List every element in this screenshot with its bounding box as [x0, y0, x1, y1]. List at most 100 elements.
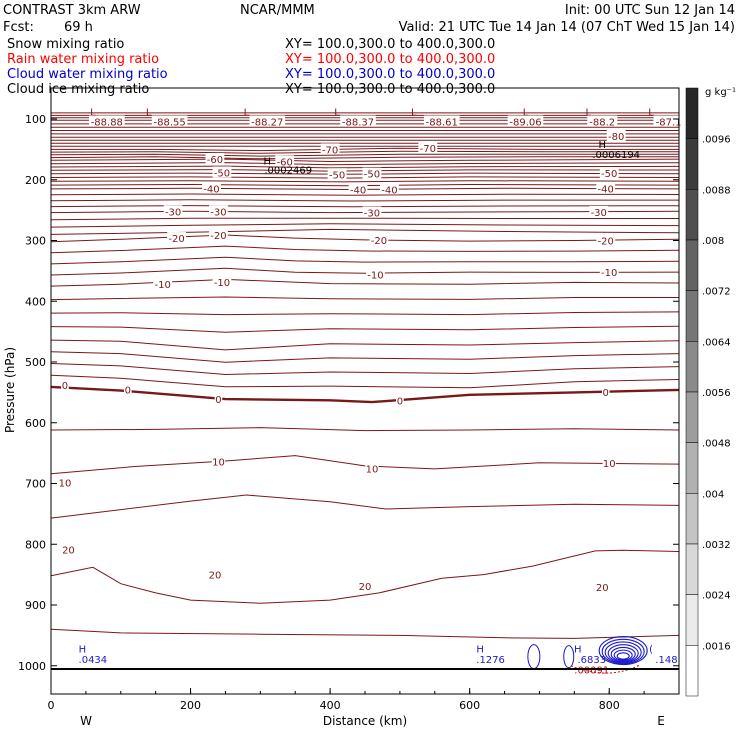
contour-label: H: [574, 645, 582, 656]
init-time: Init: 00 UTC Sun 12 Jan 14: [565, 3, 735, 18]
contour-label: H: [79, 645, 87, 656]
east-label: E: [657, 714, 665, 728]
colorbar-tick-label: .0096: [702, 135, 731, 146]
contour-label: L: [523, 108, 529, 119]
contour-label: -30: [165, 207, 181, 218]
colorbar-swatch: [685, 189, 699, 241]
contour-label: -88.88: [91, 117, 123, 128]
y-tick-label: 100: [25, 113, 46, 126]
isotherm-5: [50, 427, 680, 432]
isotherm-minor-8-2: [50, 311, 680, 316]
contour-label: -50: [364, 170, 380, 181]
contour-label: .148: [655, 655, 677, 666]
contour-label: 10: [366, 464, 379, 475]
isotherm-20: [50, 549, 680, 604]
isotherm-minor-2-3: [50, 156, 679, 160]
contour-label: L: [411, 108, 417, 119]
fcst-label: Fcst:: [3, 20, 34, 35]
isotherm-15: [50, 494, 680, 519]
contour-label: .1276: [476, 655, 505, 666]
contour-label: 0: [603, 388, 609, 399]
isotherm-minor-5-1: [50, 193, 680, 196]
contour-label-bg: [362, 167, 382, 179]
isotherm-minor-8-3: [50, 325, 680, 333]
colorbar-tick-label: .0064: [702, 337, 731, 348]
cloud-water-contour: [613, 649, 633, 661]
contour-label-bg: [151, 115, 188, 127]
cloud-water-contour: [527, 644, 541, 670]
colorbar-tick-label: .004: [702, 489, 724, 500]
contour-label-bg: [249, 115, 286, 127]
contour-label: .0434: [79, 655, 108, 666]
contour-label-bg: [369, 233, 389, 245]
contour-label: H: [264, 156, 272, 167]
contour-label-bg: [396, 394, 404, 406]
contour-label-bg: [214, 393, 223, 405]
contour-label: -70: [420, 144, 436, 155]
isotherm-minor-8-1: [50, 296, 679, 301]
contour-label-bg: [275, 155, 295, 167]
contour-label: -30: [364, 209, 380, 220]
contour-label: -50: [329, 170, 345, 181]
colorbar-swatch: [685, 138, 699, 190]
contour-label-bg: [209, 205, 228, 217]
colorbar-tick-label: .0072: [702, 287, 731, 298]
contour-label: -60: [207, 155, 223, 166]
cloud-water-contour: [601, 638, 645, 665]
valid-time: Valid: 21 UTC Tue 14 Jan 14 (07 ChT Wed …: [399, 20, 735, 35]
contour-label: L: [585, 108, 591, 119]
y-axis-label: Pressure (hPa): [3, 347, 17, 433]
contour-label: .0002469: [264, 165, 312, 176]
contour-label: -20: [210, 231, 226, 242]
contour-label: -10: [154, 280, 170, 291]
contour-label: 0: [62, 381, 68, 392]
contour-label-bg: [167, 232, 186, 244]
colorbar: .0096 .0088 .008 .0072 .0064 .0056 .0048 .004 .0…: [685, 87, 731, 697]
isotherm--70: [51, 147, 679, 152]
colorbar-tick-label: .0056: [702, 388, 731, 399]
field-name-cloud-water: Cloud water mixing ratio: [7, 67, 168, 82]
chart-header: CONTRAST 3km ARW NCAR/MMM Init: 00 UTC S…: [3, 3, 735, 97]
contour-label: -10: [367, 271, 383, 282]
y-tick-label: 400: [25, 295, 46, 308]
contour-label-bg: [320, 143, 340, 155]
contour-label-bg: [348, 183, 368, 195]
y-tick-label: 800: [25, 538, 46, 551]
isotherm-minor-9-3: [50, 374, 680, 389]
contour-label: -88.27: [251, 117, 283, 128]
contour-label: H: [476, 645, 484, 656]
contour-label-bg: [358, 580, 372, 592]
contour-label-bg: [596, 234, 616, 246]
contour-label-bg: [418, 142, 438, 154]
isotherm-minor-9-1: [50, 351, 680, 363]
contour-label-bg: [365, 462, 379, 474]
contour-label: -88.37: [342, 117, 374, 128]
contour-label-bg: [61, 379, 69, 391]
contour-label: -20: [598, 237, 614, 248]
field-xy-cloud-ice: XY= 100.0,300.0 to 400.0,300.0: [285, 82, 495, 97]
isotherm-minor-9-2: [50, 363, 680, 376]
contour-label: -88.2: [589, 117, 615, 128]
contour-label-layer: -88.88 -88.55 -88.27 -88.37 -88.61 -89.06 -88.…: [58, 108, 684, 676]
contour-label: 10: [59, 478, 72, 489]
contour-label-bg: [589, 205, 609, 217]
field-xy-snow: XY= 100.0,300.0 to 400.0,300.0: [285, 37, 495, 52]
contour-label-bg: [380, 183, 399, 195]
x-tick-label: 800: [599, 699, 620, 712]
isotherm--20: [50, 234, 680, 243]
contour-label-bg: [599, 266, 619, 278]
contour-label: -10: [601, 268, 617, 279]
cloud-water-contour: [616, 652, 630, 660]
contour-label-bg: [423, 115, 460, 127]
colorbar-swatch: [685, 493, 699, 545]
contour-label-bg: [599, 167, 619, 179]
field-name-rain: Rain water mixing ratio: [7, 52, 159, 67]
axes: 0 200 400 600 800100200300400500600700800900…: [18, 113, 680, 712]
org-label: NCAR/MMM: [240, 3, 315, 18]
contour-label: L: [146, 108, 152, 119]
contour-label-bg: [61, 543, 76, 555]
field-xy-cloud-water: XY= 100.0,300.0 to 400.0,300.0: [285, 67, 495, 82]
colorbar-swatch: [685, 543, 699, 595]
cloud-water-contour: [610, 646, 636, 662]
colorbar-swatch: [685, 341, 699, 393]
